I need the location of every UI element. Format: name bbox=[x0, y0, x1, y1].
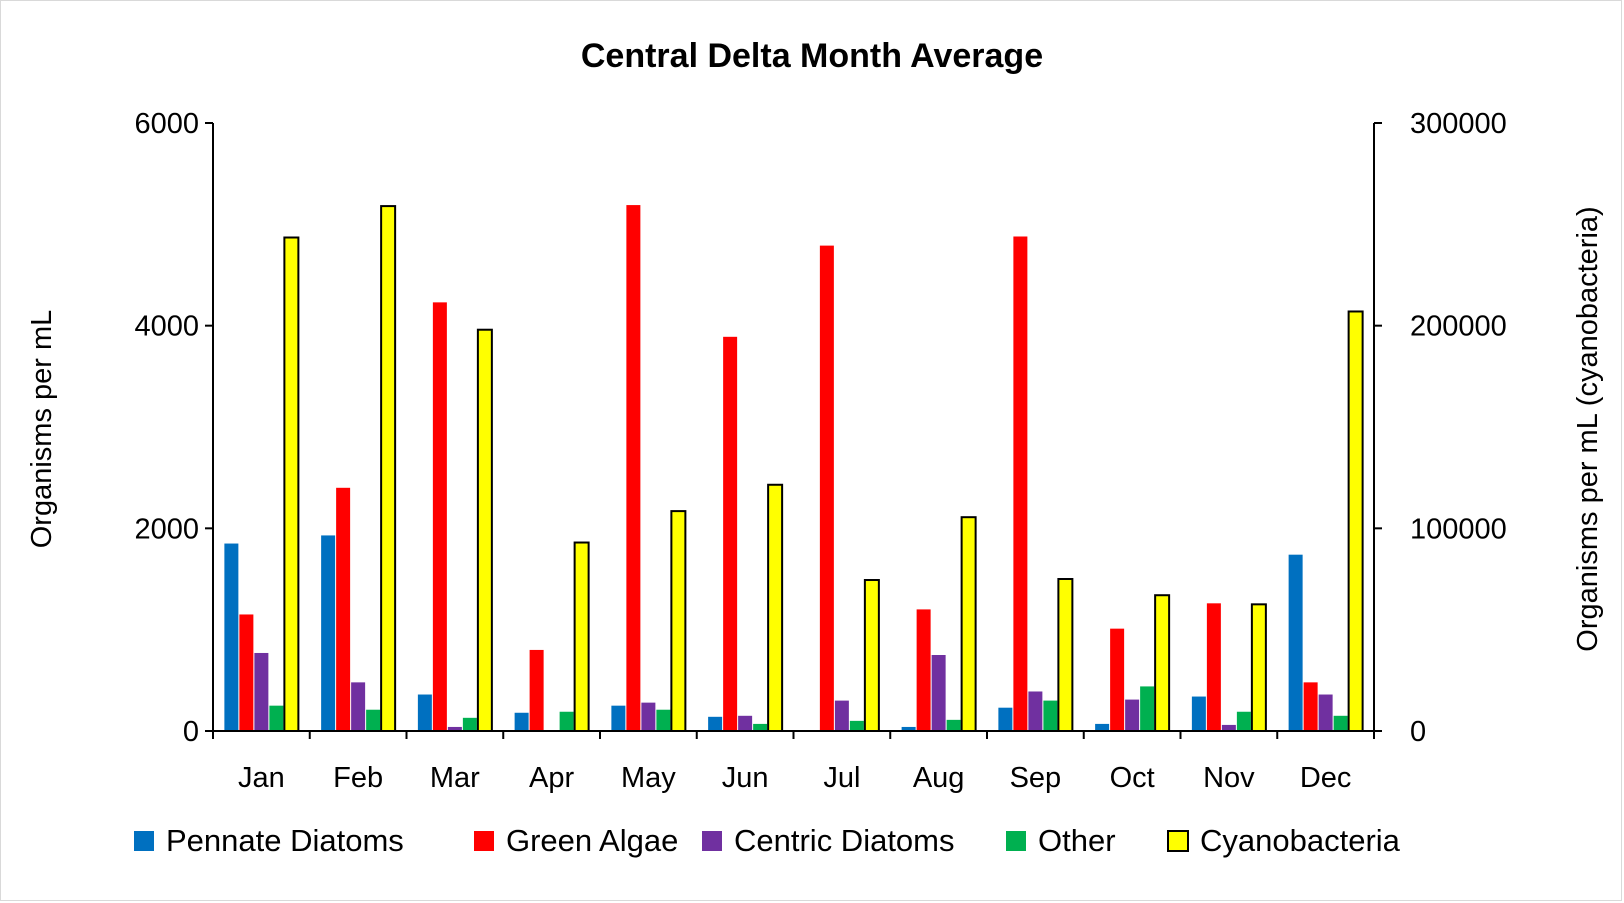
bar-cyanobacteria-sep bbox=[1057, 578, 1074, 732]
bar-pennate-diatoms-may bbox=[611, 705, 626, 731]
y2-tick-label: 100000 bbox=[1410, 513, 1507, 545]
y2-axis-title: Organisms per mL (cyanobacteria) bbox=[1572, 206, 1604, 651]
y-tick-label: 0 bbox=[183, 716, 199, 748]
x-tick-label: May bbox=[621, 762, 676, 794]
x-tick-label: Dec bbox=[1300, 762, 1352, 794]
y-tick-label: 2000 bbox=[134, 513, 199, 545]
x-tick-label: Apr bbox=[529, 762, 574, 794]
bar-green-algae-apr bbox=[529, 649, 544, 731]
bar-other-aug bbox=[946, 719, 961, 731]
bar-pennate-diatoms-sep bbox=[998, 707, 1013, 731]
y-axis-title: Organisms per mL bbox=[26, 310, 58, 549]
bar-other-sep bbox=[1043, 700, 1058, 731]
bar-cyanobacteria-aug bbox=[960, 516, 977, 732]
y2-tick-label: 200000 bbox=[1410, 311, 1507, 343]
x-tick-label: Nov bbox=[1203, 762, 1255, 794]
legend-label-pennate-diatoms: Pennate Diatoms bbox=[166, 823, 404, 858]
y2-tick-label: 0 bbox=[1410, 716, 1426, 748]
legend: Pennate Diatoms Green Algae Centric Diatom… bbox=[134, 823, 1401, 858]
bar-green-algae-aug bbox=[916, 609, 931, 731]
bar-other-jul bbox=[849, 720, 864, 731]
bar-other-jun bbox=[753, 723, 768, 731]
bar-green-algae-jan bbox=[239, 614, 254, 731]
bar-centric-diatoms-sep bbox=[1028, 691, 1043, 731]
bar-pennate-diatoms-jan bbox=[224, 543, 239, 731]
bar-cyanobacteria-oct bbox=[1154, 594, 1171, 732]
x-tick-label: Oct bbox=[1110, 762, 1155, 794]
bar-pennate-diatoms-nov bbox=[1191, 696, 1206, 731]
bar-centric-diatoms-feb bbox=[351, 682, 366, 731]
bar-pennate-diatoms-mar bbox=[417, 694, 432, 731]
y-tick-label: 4000 bbox=[134, 311, 199, 343]
bar-centric-diatoms-mar bbox=[447, 726, 462, 731]
bar-other-nov bbox=[1236, 711, 1251, 731]
bar-cyanobacteria-may bbox=[670, 510, 687, 732]
bar-other-apr bbox=[559, 711, 574, 731]
bar-pennate-diatoms-aug bbox=[901, 726, 916, 731]
bar-green-algae-oct bbox=[1110, 628, 1125, 731]
legend-swatch-other bbox=[1006, 831, 1026, 851]
legend-swatch-cyanobacteria bbox=[1167, 830, 1189, 852]
bar-centric-diatoms-dec bbox=[1318, 694, 1333, 731]
x-tick-label: Sep bbox=[1010, 762, 1062, 794]
bars-group bbox=[224, 205, 1364, 733]
chart-title: Central Delta Month Average bbox=[581, 37, 1043, 75]
bar-centric-diatoms-nov bbox=[1221, 724, 1236, 731]
x-tick-label: Mar bbox=[430, 762, 480, 794]
legend-label-cyanobacteria: Cyanobacteria bbox=[1200, 823, 1401, 858]
bar-cyanobacteria-apr bbox=[573, 541, 590, 733]
bar-cyanobacteria-jan bbox=[283, 236, 300, 733]
bar-pennate-diatoms-jun bbox=[708, 716, 723, 731]
legend-label-other: Other bbox=[1038, 823, 1116, 858]
legend-label-green-algae: Green Algae bbox=[506, 823, 678, 858]
y2-tick-label: 300000 bbox=[1410, 108, 1507, 140]
bar-green-algae-jul bbox=[819, 245, 834, 731]
x-tick-label: Jun bbox=[722, 762, 769, 794]
bar-pennate-diatoms-oct bbox=[1095, 723, 1110, 731]
bar-cyanobacteria-mar bbox=[476, 328, 493, 732]
x-tick-label: Aug bbox=[913, 762, 965, 794]
bar-centric-diatoms-jan bbox=[254, 652, 269, 731]
legend-swatch-centric-diatoms bbox=[702, 831, 722, 851]
bar-other-mar bbox=[462, 717, 477, 731]
x-tick-label: Jul bbox=[823, 762, 860, 794]
bar-centric-diatoms-aug bbox=[931, 655, 946, 731]
bar-cyanobacteria-dec bbox=[1347, 310, 1364, 732]
bar-other-dec bbox=[1333, 715, 1348, 731]
bar-pennate-diatoms-dec bbox=[1288, 554, 1303, 731]
bar-centric-diatoms-oct bbox=[1125, 699, 1140, 731]
x-tick-label: Feb bbox=[333, 762, 383, 794]
bar-cyanobacteria-jun bbox=[767, 483, 784, 733]
bar-other-jan bbox=[269, 705, 284, 731]
bar-cyanobacteria-jul bbox=[863, 579, 880, 732]
bar-green-algae-sep bbox=[1013, 236, 1028, 731]
bar-pennate-diatoms-feb bbox=[321, 535, 336, 731]
bar-other-may bbox=[656, 709, 671, 731]
legend-label-centric-diatoms: Centric Diatoms bbox=[734, 823, 955, 858]
bar-centric-diatoms-jun bbox=[738, 715, 753, 731]
bar-green-algae-nov bbox=[1206, 603, 1221, 731]
bar-green-algae-dec bbox=[1303, 682, 1318, 731]
y-tick-label: 6000 bbox=[134, 108, 199, 140]
bar-green-algae-jun bbox=[723, 336, 738, 731]
bar-other-feb bbox=[366, 709, 381, 731]
bar-cyanobacteria-nov bbox=[1250, 603, 1267, 732]
bar-centric-diatoms-may bbox=[641, 702, 656, 731]
legend-swatch-green-algae bbox=[474, 831, 494, 851]
bar-cyanobacteria-feb bbox=[380, 205, 397, 733]
axes-group bbox=[205, 122, 1382, 739]
tick-labels-group: 0 2000 4000 6000 0 100000 200000 300000 Jan Feb Ma… bbox=[134, 108, 1506, 794]
x-tick-label: Jan bbox=[238, 762, 285, 794]
bar-green-algae-feb bbox=[336, 487, 351, 731]
bar-other-oct bbox=[1140, 686, 1155, 731]
bar-pennate-diatoms-apr bbox=[514, 712, 529, 731]
bar-green-algae-may bbox=[626, 205, 641, 731]
bar-green-algae-mar bbox=[432, 302, 447, 731]
bar-centric-diatoms-jul bbox=[834, 700, 849, 731]
legend-swatch-pennate-diatoms bbox=[134, 831, 154, 851]
